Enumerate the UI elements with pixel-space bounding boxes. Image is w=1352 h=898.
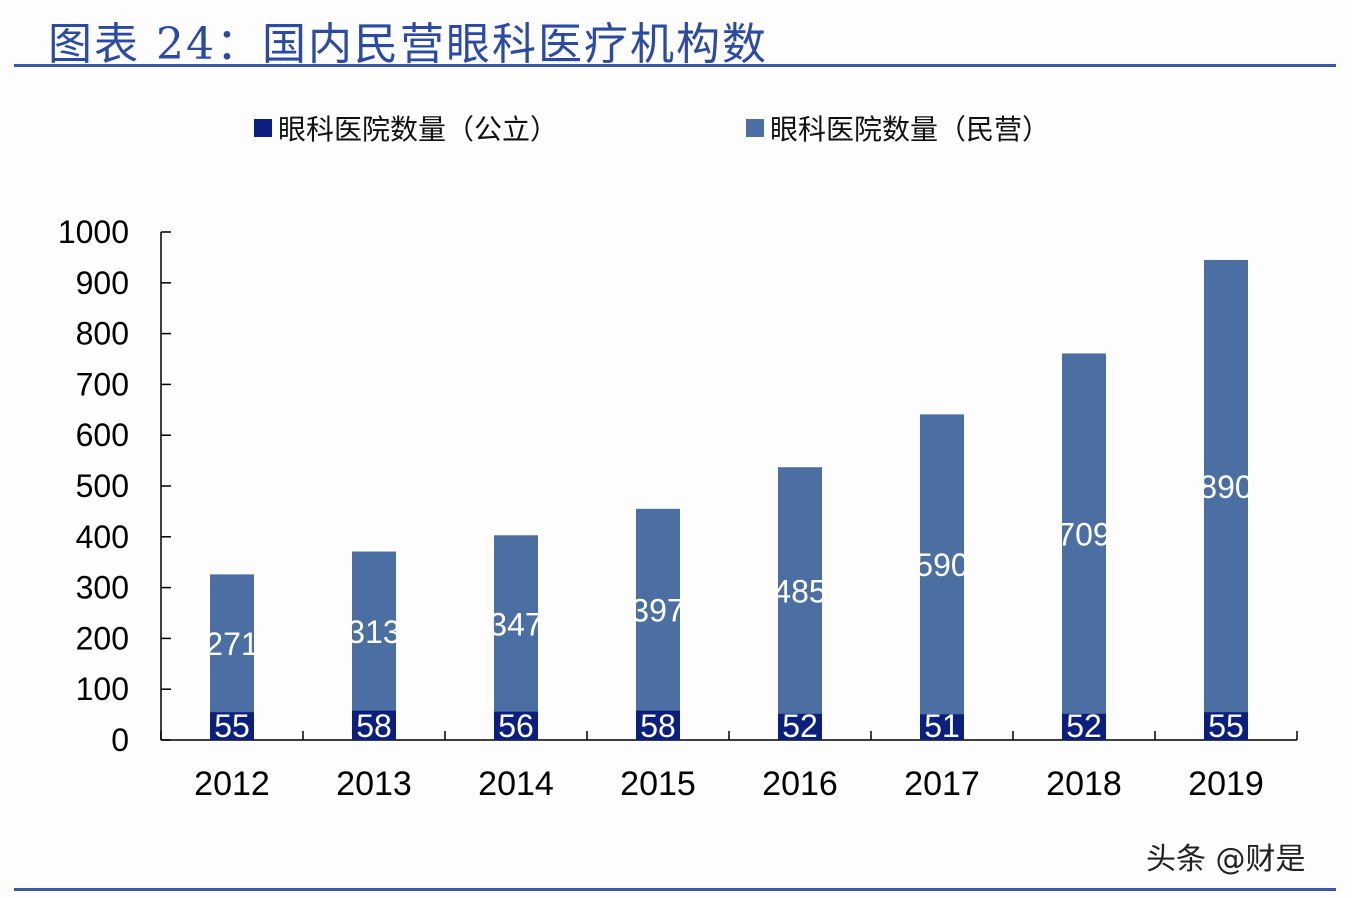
data-label-public: 55: [214, 708, 250, 744]
y-tick-label: 1000: [58, 214, 129, 250]
watermark: 头条 @财是: [1146, 842, 1306, 877]
data-label-private: 313: [347, 614, 400, 650]
y-tick-label: 800: [76, 316, 129, 352]
bar-public: [636, 710, 680, 740]
y-tick-label: 100: [76, 671, 129, 707]
data-label-public: 52: [782, 708, 818, 744]
data-label-private: 890: [1199, 469, 1252, 505]
x-tick-label: 2014: [478, 765, 554, 803]
bar-public: [778, 713, 822, 740]
y-tick-label: 700: [76, 366, 129, 402]
x-tick-label: 2018: [1046, 765, 1122, 803]
x-tick-label: 2015: [620, 765, 696, 803]
data-label-private: 709: [1057, 516, 1110, 552]
data-label-public: 52: [1066, 708, 1102, 744]
data-label-private: 397: [631, 593, 684, 629]
bar-private: [1204, 259, 1248, 713]
bar-private: [920, 414, 964, 715]
top-divider: [14, 64, 1336, 67]
y-tick-label: 300: [76, 570, 129, 606]
data-label-public: 55: [1208, 708, 1244, 744]
legend-swatch-private: [746, 119, 764, 137]
bar-private: [636, 508, 680, 711]
x-tick-label: 2017: [904, 765, 980, 803]
legend-swatch-public: [254, 119, 272, 137]
legend-item-private: 眼科医院数量（民营）: [746, 108, 1050, 148]
y-tick-label: 500: [76, 468, 129, 504]
bottom-divider: [14, 888, 1336, 891]
data-label-private: 485: [773, 573, 826, 609]
y-tick-label: 900: [76, 265, 129, 301]
bar-public: [920, 714, 964, 740]
bar-private: [1062, 353, 1106, 714]
chart-title: 图表 24：国内民营眼科医疗机构数: [48, 19, 768, 70]
x-tick-label: 2012: [194, 765, 270, 803]
data-label-private: 271: [205, 626, 258, 662]
bar-public: [494, 711, 538, 740]
data-label-private: 590: [915, 547, 968, 583]
y-tick-label: 400: [76, 519, 129, 555]
x-tick-label: 2013: [336, 765, 412, 803]
bar-public: [352, 710, 396, 740]
bar-private: [210, 574, 254, 713]
legend-item-public: 眼科医院数量（公立）: [254, 108, 558, 148]
legend-label-public: 眼科医院数量（公立）: [278, 113, 559, 146]
legend-label-private: 眼科医院数量（民营）: [770, 113, 1051, 146]
data-label-private: 347: [489, 606, 542, 642]
data-label-public: 56: [498, 708, 534, 744]
bar-private: [778, 467, 822, 714]
x-tick-label: 2019: [1188, 765, 1264, 803]
bar-public: [1062, 713, 1106, 740]
data-label-public: 58: [640, 708, 676, 744]
bar-private: [494, 535, 538, 712]
bar-public: [210, 712, 254, 740]
x-tick-label: 2016: [762, 765, 838, 803]
bar-private: [352, 551, 396, 711]
y-tick-label: 200: [76, 620, 129, 656]
y-tick-label: 0: [111, 722, 129, 758]
y-tick-label: 600: [76, 417, 129, 453]
bar-public: [1204, 712, 1248, 740]
data-label-public: 58: [356, 708, 392, 744]
